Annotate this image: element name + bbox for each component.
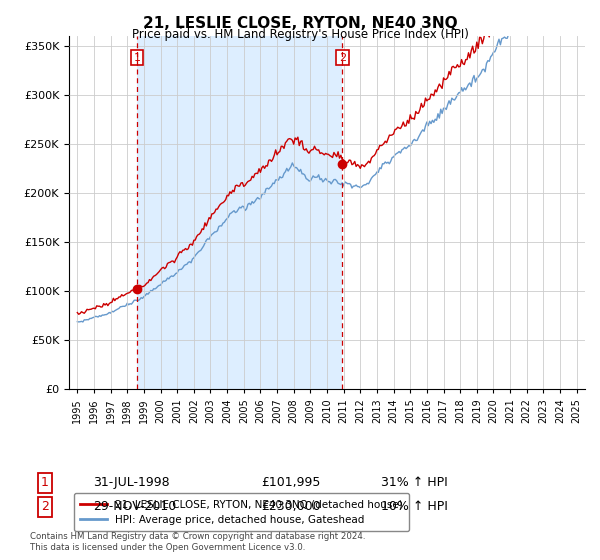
Text: 29-NOV-2010: 29-NOV-2010 — [93, 500, 176, 514]
Text: Price paid vs. HM Land Registry's House Price Index (HPI): Price paid vs. HM Land Registry's House … — [131, 28, 469, 41]
Text: 1: 1 — [133, 53, 140, 63]
Text: 10% ↑ HPI: 10% ↑ HPI — [381, 500, 448, 514]
Text: 21, LESLIE CLOSE, RYTON, NE40 3NQ: 21, LESLIE CLOSE, RYTON, NE40 3NQ — [143, 16, 457, 31]
Text: £230,000: £230,000 — [261, 500, 320, 514]
Text: 2: 2 — [339, 53, 346, 63]
Text: 1: 1 — [41, 476, 49, 489]
Bar — [137, 36, 343, 389]
Text: 2: 2 — [41, 500, 49, 514]
Text: £101,995: £101,995 — [261, 476, 320, 489]
Legend: 21, LESLIE CLOSE, RYTON, NE40 3NQ (detached house), HPI: Average price, detached: 21, LESLIE CLOSE, RYTON, NE40 3NQ (detac… — [74, 493, 409, 531]
Text: 31% ↑ HPI: 31% ↑ HPI — [381, 476, 448, 489]
Text: 31-JUL-1998: 31-JUL-1998 — [93, 476, 170, 489]
Text: Contains HM Land Registry data © Crown copyright and database right 2024.
This d: Contains HM Land Registry data © Crown c… — [30, 532, 365, 552]
